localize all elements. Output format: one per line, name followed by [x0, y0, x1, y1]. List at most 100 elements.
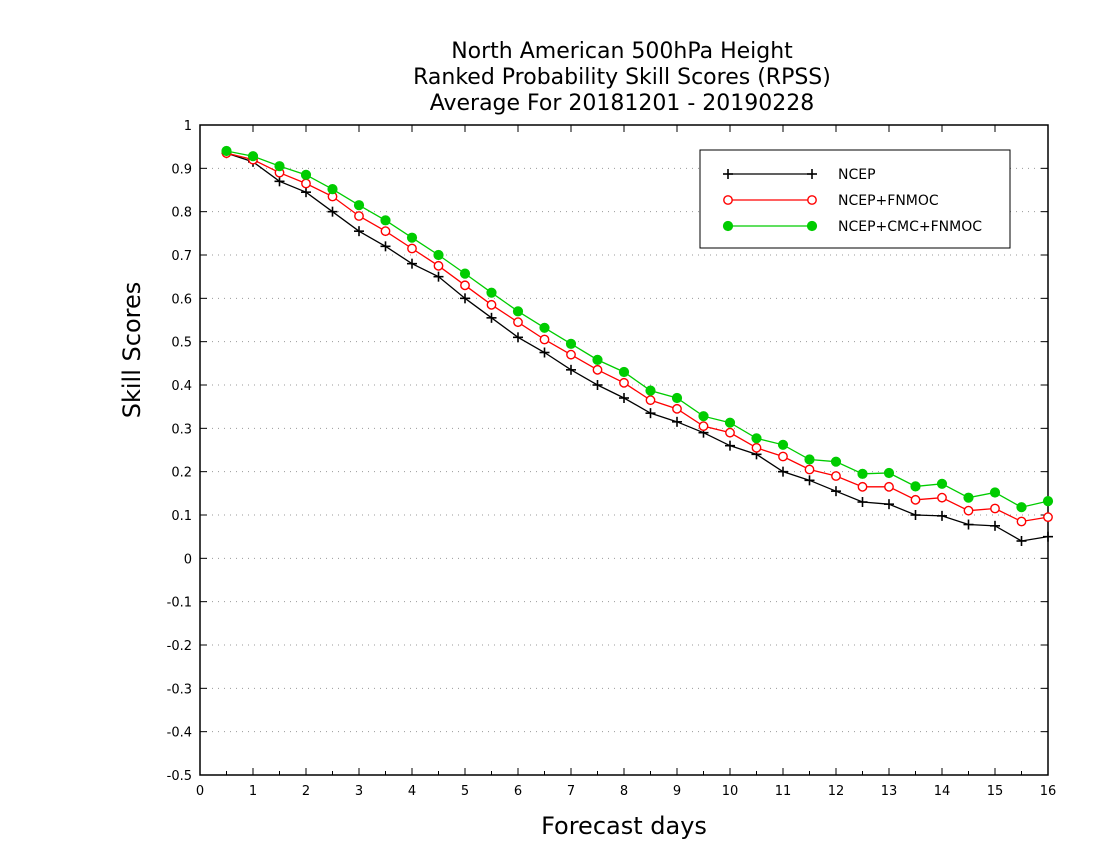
- plot-frame: [199, 124, 1049, 776]
- data-point: [990, 503, 1000, 514]
- data-point: [433, 249, 444, 261]
- data-point: [1016, 536, 1027, 546]
- x-tick-label: 10: [722, 784, 739, 799]
- data-point: [327, 206, 338, 217]
- chart-title-line: Ranked Probability Skill Scores (RPSS): [413, 65, 831, 90]
- data-point: [884, 499, 894, 510]
- data-point: [274, 176, 285, 187]
- data-point: [778, 466, 788, 477]
- y-tick-label: -0.2: [167, 639, 192, 654]
- axes: 1 0.9 0.8 0.7 0.6 0.5 0.4 0.3 0.2 0.1 0 -0.1 -0.2 -0.…: [118, 119, 1056, 840]
- data-point: [884, 481, 894, 492]
- x-tick-label: 11: [775, 784, 792, 799]
- y-tick-label: 0.4: [171, 379, 192, 394]
- x-tick-label: 0: [196, 784, 204, 799]
- data-point: [831, 486, 841, 497]
- data-point: [565, 338, 577, 349]
- y-tick-label: 1: [184, 119, 192, 134]
- data-point: [380, 241, 391, 252]
- data-point: [1043, 512, 1053, 523]
- data-point: [671, 392, 683, 404]
- x-tick-label: 7: [567, 784, 575, 799]
- data-point: [724, 417, 736, 428]
- data-point: [274, 161, 285, 172]
- series-ncep-cmc-fnmoc: [221, 145, 1054, 513]
- data-point: [354, 226, 364, 237]
- data-point: [725, 440, 735, 451]
- data-point: [778, 451, 788, 462]
- data-point: [618, 366, 630, 378]
- data-point: [645, 408, 656, 419]
- data-point: [301, 187, 311, 198]
- data-point: [777, 439, 789, 450]
- y-tick-label: 0.7: [171, 249, 192, 264]
- data-point: [645, 385, 656, 396]
- data-point: [592, 380, 603, 390]
- data-point: [698, 411, 709, 422]
- data-point: [857, 468, 868, 479]
- series-ncep: [221, 148, 1053, 546]
- data-point: [698, 421, 709, 432]
- x-tick-label: 4: [408, 784, 416, 799]
- legend-marker: [722, 220, 734, 232]
- data-point: [804, 464, 815, 475]
- y-tick-label: -0.3: [167, 682, 192, 697]
- data-point: [592, 364, 603, 375]
- legend-label: NCEP: [838, 167, 876, 183]
- x-tick-label: 16: [1040, 784, 1057, 799]
- x-tick-label: 9: [673, 784, 681, 799]
- data-point: [1016, 516, 1027, 527]
- data-point: [645, 395, 656, 406]
- series-lines: [221, 145, 1054, 546]
- series-line: [226, 152, 1049, 523]
- data-point: [963, 505, 974, 516]
- legend-marker: [723, 195, 733, 205]
- data-point: [937, 492, 947, 503]
- data-point: [513, 317, 523, 328]
- data-point: [963, 519, 974, 530]
- x-tick-label: 15: [987, 784, 1004, 799]
- data-point: [883, 467, 895, 479]
- data-point: [1043, 531, 1053, 542]
- data-point: [433, 271, 444, 282]
- data-point: [380, 226, 391, 237]
- series-line: [226, 152, 1049, 542]
- legend-label: NCEP+CMC+FNMOC: [838, 219, 982, 235]
- y-tick-label: -0.1: [167, 596, 192, 611]
- data-point: [486, 299, 497, 310]
- x-tick-label: 8: [620, 784, 628, 799]
- data-point: [406, 232, 418, 243]
- data-point: [831, 471, 841, 481]
- data-point: [407, 243, 417, 254]
- data-point: [460, 293, 470, 304]
- data-point: [380, 215, 391, 226]
- y-tick-label: 0.8: [171, 206, 192, 221]
- data-point: [459, 268, 471, 279]
- x-tick-label: 6: [514, 784, 522, 799]
- data-point: [1016, 502, 1027, 513]
- data-point: [937, 510, 947, 521]
- data-point: [486, 312, 497, 323]
- data-point: [1042, 496, 1054, 507]
- data-point: [539, 347, 550, 358]
- data-point: [407, 258, 417, 269]
- data-point: [751, 433, 762, 444]
- data-point: [353, 200, 365, 211]
- data-point: [566, 364, 576, 375]
- legend: NCEP NCEP+FNMOC NCEP+CMC+FNMOC: [699, 149, 1011, 249]
- y-tick-label: 0.1: [171, 509, 192, 524]
- data-point: [221, 145, 232, 157]
- y-axis-label: Skill Scores: [118, 282, 146, 419]
- data-point: [354, 211, 364, 221]
- data-point: [566, 349, 576, 360]
- x-tick-label: 14: [934, 784, 951, 799]
- data-point: [301, 178, 311, 189]
- chart-title-line: North American 500hPa Height: [451, 39, 793, 64]
- data-point: [513, 332, 523, 343]
- x-axis-label: Forecast days: [541, 812, 707, 840]
- data-point: [751, 442, 762, 453]
- legend-marker: [807, 195, 817, 205]
